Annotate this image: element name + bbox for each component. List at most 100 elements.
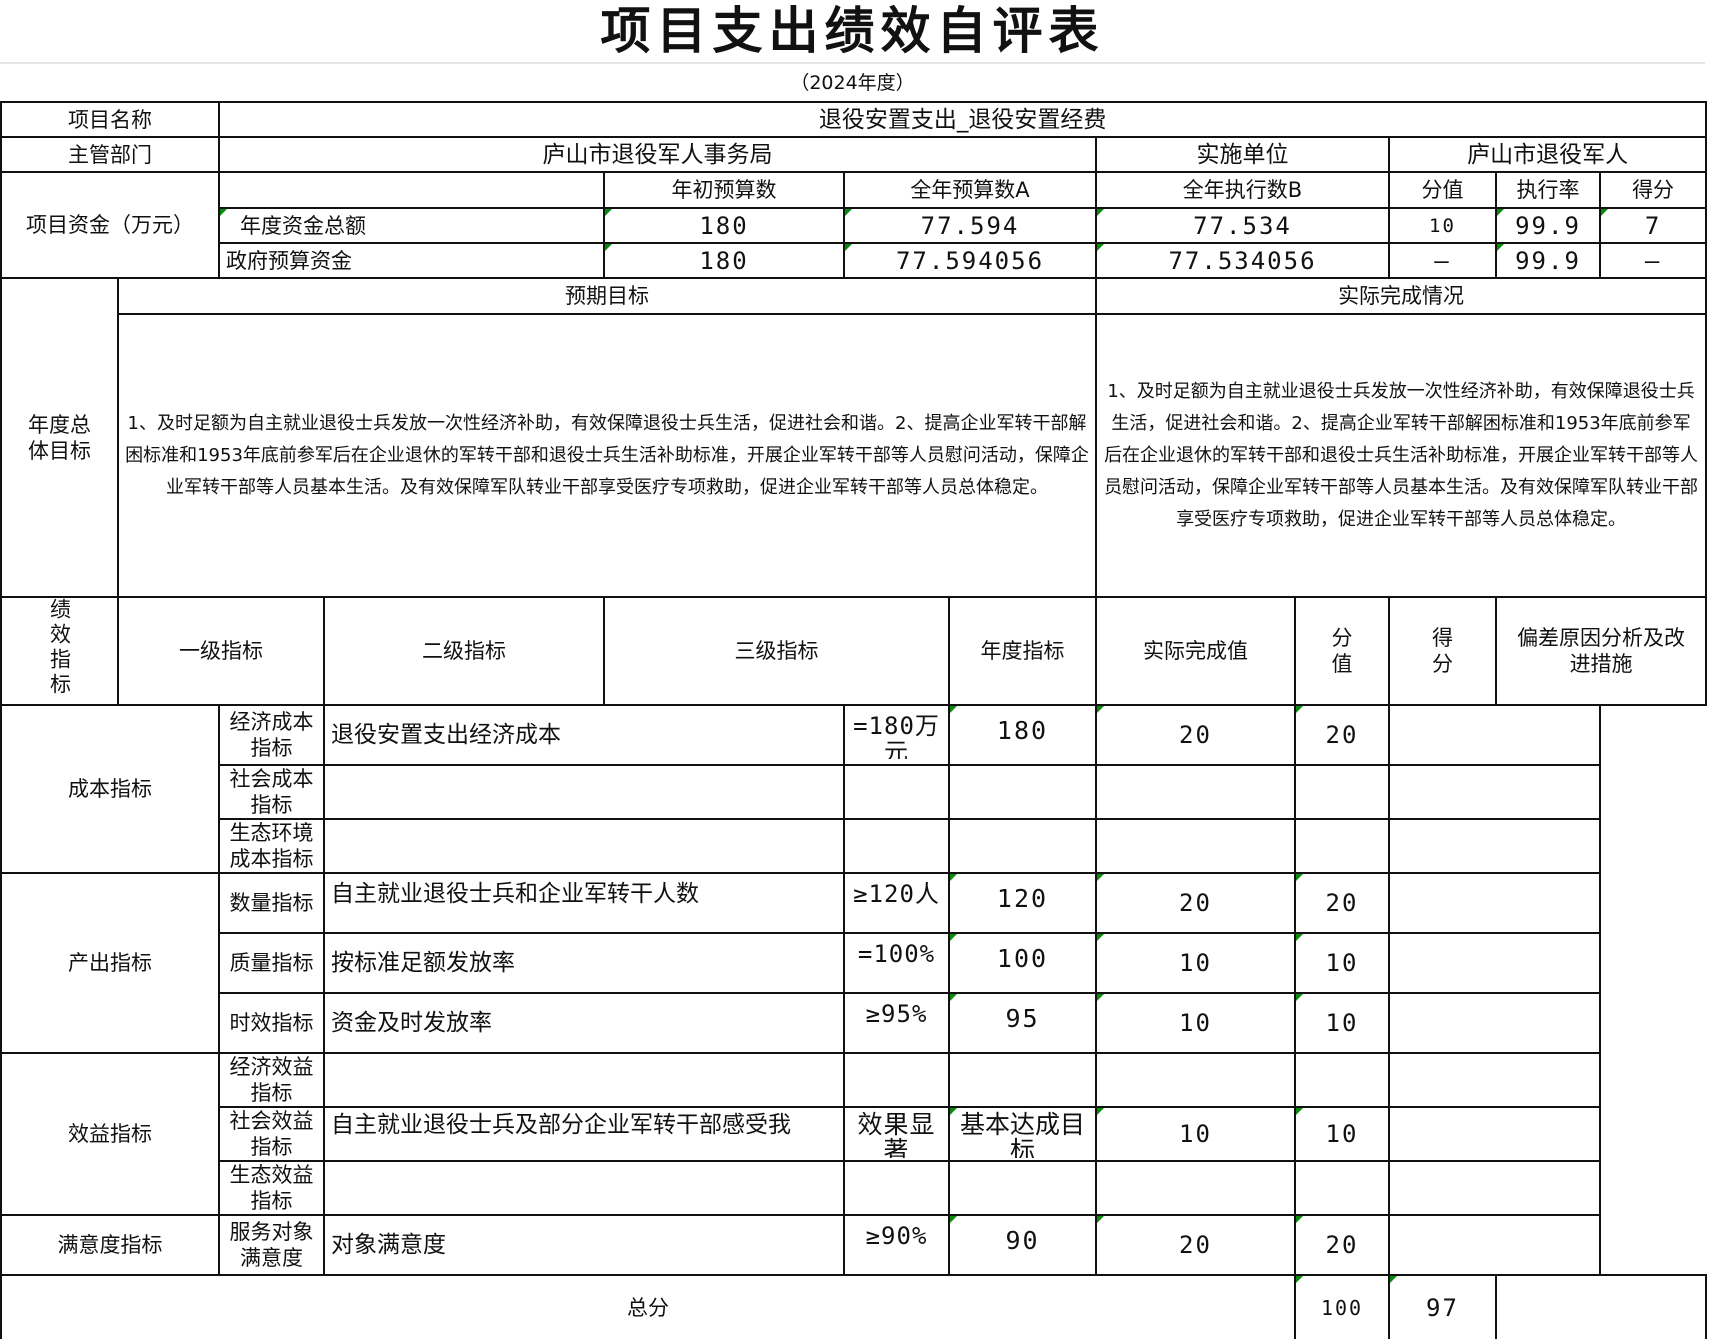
score-value[interactable] — [1095, 818, 1296, 874]
total-value[interactable]: 100 — [1294, 1274, 1390, 1339]
level3-text — [331, 823, 842, 869]
level3-indicator[interactable] — [323, 764, 845, 820]
score-value[interactable]: 20 — [1095, 704, 1296, 766]
score[interactable]: 10 — [1294, 1106, 1390, 1162]
deviation-analysis[interactable] — [1388, 992, 1601, 1054]
funds-score[interactable]: — — [1598, 242, 1708, 279]
level2-indicator: 经济效益指标 — [218, 1052, 325, 1108]
actual-value[interactable]: 90 — [948, 1214, 1097, 1276]
total-score[interactable]: 97 — [1388, 1274, 1497, 1339]
annual-target[interactable]: =100% — [843, 932, 950, 994]
actual-value[interactable]: 100 — [948, 932, 1097, 994]
actual-value[interactable] — [948, 1160, 1097, 1216]
score[interactable] — [1294, 1052, 1390, 1108]
level3-indicator[interactable]: 对象满意度 — [323, 1214, 845, 1276]
level3-text: 自主就业退役士兵及部分企业军转干部感受我 — [331, 1112, 791, 1138]
level3-indicator[interactable]: 退役安置支出经济成本 — [323, 704, 845, 766]
score-value[interactable]: 20 — [1095, 1214, 1296, 1276]
actual-value[interactable]: 基本达成目标 — [948, 1106, 1097, 1162]
funds-score-value[interactable]: — — [1388, 242, 1497, 279]
funds-initial[interactable]: 180 — [603, 207, 845, 244]
funds-exec-b[interactable]: 77.534056 — [1095, 242, 1390, 279]
funds-budget-a[interactable]: 77.594056 — [843, 242, 1097, 279]
funds-rate[interactable]: 99.9 — [1495, 242, 1601, 279]
level3-text: 退役安置支出经济成本 — [331, 722, 561, 748]
deviation-analysis[interactable] — [1388, 764, 1601, 820]
level3-indicator[interactable]: 自主就业退役士兵及部分企业军转干部感受我 — [323, 1106, 845, 1162]
header-level3: 三级指标 — [603, 596, 950, 706]
year-subtitle: （2024年度） — [790, 72, 915, 94]
deviation-analysis[interactable] — [1388, 704, 1601, 766]
score[interactable] — [1294, 764, 1390, 820]
performance-row: 满意度指标 服务对象满意度 对象满意度 ≥90% 90 20 20 — [0, 1214, 1706, 1276]
funds-rate[interactable]: 99.9 — [1495, 207, 1601, 244]
impl-value[interactable]: 庐山市退役军人 — [1387, 136, 1708, 173]
funds-exec-b[interactable]: 77.534 — [1095, 207, 1390, 244]
score-value[interactable] — [1095, 1052, 1296, 1108]
expected-goal-text[interactable]: 1、及时足额为自主就业退役士兵发放一次性经济补助，有效保障退役士兵生活，促进社会… — [117, 313, 1097, 598]
annual-target[interactable]: =180万元 — [843, 704, 950, 766]
deviation-analysis[interactable] — [1388, 1052, 1601, 1108]
funds-budget-a[interactable]: 77.594 — [843, 207, 1097, 244]
level3-indicator[interactable] — [323, 818, 845, 874]
actual-value[interactable] — [948, 818, 1097, 874]
performance-row: 成本指标 经济成本指标 退役安置支出经济成本 =180万元 180 20 20 — [0, 704, 1706, 874]
level3-indicator[interactable]: 自主就业退役士兵和企业军转干人数 — [323, 872, 845, 934]
score-value[interactable]: 10 — [1095, 992, 1296, 1054]
header-annual-exec: 全年执行数B — [1095, 171, 1390, 209]
annual-target-text: =100% — [857, 940, 936, 968]
score-value[interactable] — [1095, 764, 1296, 820]
total-deviation[interactable] — [1494, 1274, 1708, 1339]
score[interactable]: 10 — [1294, 992, 1390, 1054]
score[interactable]: 20 — [1294, 1214, 1390, 1276]
deviation-analysis[interactable] — [1388, 872, 1601, 934]
score[interactable]: 10 — [1294, 932, 1390, 994]
annual-target[interactable] — [843, 764, 950, 820]
expected-goal-header: 预期目标 — [117, 277, 1097, 315]
score[interactable] — [1294, 818, 1390, 874]
funds-row-label: 政府预算资金 — [218, 242, 605, 279]
score-value[interactable]: 20 — [1095, 872, 1296, 934]
deviation-analysis[interactable] — [1388, 1106, 1601, 1162]
dept-value[interactable]: 庐山市退役军人事务局 — [218, 136, 1097, 173]
actual-value[interactable]: 95 — [948, 992, 1097, 1054]
header-level1: 一级指标 — [117, 596, 325, 706]
actual-value[interactable] — [948, 1052, 1097, 1108]
score[interactable]: 20 — [1294, 872, 1390, 934]
score-value[interactable]: 10 — [1095, 932, 1296, 994]
actual-value-text — [951, 822, 1094, 870]
funds-initial[interactable]: 180 — [603, 242, 845, 279]
level2-indicator: 生态环境成本指标 — [218, 818, 325, 874]
performance-row: 生态效益指标 — [1, 1160, 1706, 1216]
level3-indicator[interactable] — [323, 1160, 845, 1216]
level3-indicator[interactable] — [323, 1052, 845, 1108]
level3-indicator[interactable]: 按标准足额发放率 — [323, 932, 845, 994]
annual-target[interactable]: ≥95% — [843, 992, 950, 1054]
annual-target[interactable]: ≥120人 — [843, 872, 950, 934]
actual-value-text: 90 — [1005, 1226, 1040, 1255]
deviation-analysis[interactable] — [1388, 932, 1601, 994]
annual-target[interactable]: ≥90% — [843, 1214, 950, 1276]
funds-score-value[interactable]: 10 — [1388, 207, 1497, 244]
header-initial-budget: 年初预算数 — [603, 171, 845, 209]
actual-value[interactable]: 120 — [948, 872, 1097, 934]
annual-target[interactable] — [843, 1052, 950, 1108]
actual-value-text — [951, 1056, 1094, 1104]
actual-value[interactable]: 180 — [948, 704, 1097, 766]
actual-value[interactable] — [948, 764, 1097, 820]
annual-target[interactable]: 效果显著 — [843, 1106, 950, 1162]
level1-indicator: 满意度指标 — [0, 1214, 220, 1276]
score[interactable] — [1294, 1160, 1390, 1216]
funds-score[interactable]: 7 — [1598, 207, 1708, 244]
deviation-analysis[interactable] — [1388, 818, 1601, 874]
deviation-analysis[interactable] — [1388, 1214, 1601, 1276]
score[interactable]: 20 — [1294, 704, 1390, 766]
project-name-value[interactable]: 退役安置支出_退役安置经费 — [217, 101, 1708, 138]
annual-target[interactable] — [843, 818, 950, 874]
actual-completion-text[interactable]: 1、及时足额为自主就业退役士兵发放一次性经济补助，有效保障退役士兵生活，促进社会… — [1094, 313, 1708, 598]
deviation-analysis[interactable] — [1388, 1160, 1601, 1216]
score-value[interactable]: 10 — [1095, 1106, 1296, 1162]
score-value[interactable] — [1095, 1160, 1296, 1216]
level3-indicator[interactable]: 资金及时发放率 — [323, 992, 845, 1054]
annual-target[interactable] — [843, 1160, 950, 1216]
